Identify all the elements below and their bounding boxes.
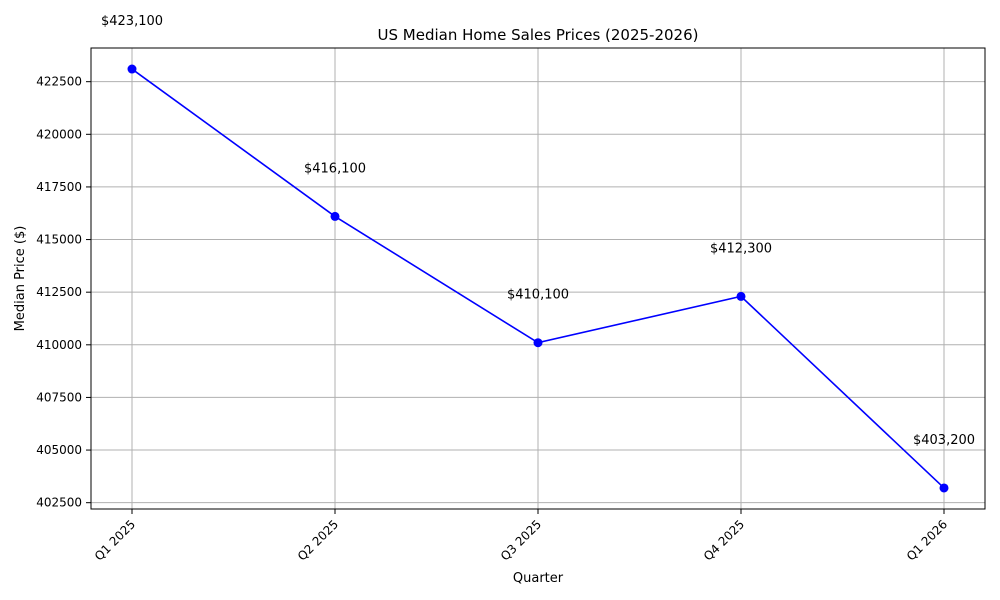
data-label: $416,100: [304, 161, 366, 176]
data-label: $410,100: [507, 288, 569, 303]
y-tick-label: 407500: [36, 390, 82, 404]
y-tick-label: 417500: [36, 180, 82, 194]
y-tick-label: 410000: [36, 338, 82, 352]
x-axis-ticks: Q1 2025 Q2 2025 Q3 2025 Q4 2025 Q1 2026: [92, 509, 950, 563]
data-point: [939, 483, 949, 493]
chart-title: US Median Home Sales Prices (2025-2026): [378, 26, 699, 44]
y-tick-label: 415000: [36, 233, 82, 247]
series: [127, 64, 949, 493]
data-point: [736, 291, 746, 301]
y-tick-label: 420000: [36, 127, 82, 141]
data-labels: $423,100 $416,100 $410,100 $412,300 $403,200: [101, 14, 975, 448]
data-point: [330, 211, 340, 221]
x-axis-title: Quarter: [513, 571, 564, 586]
grid: [91, 48, 985, 509]
y-tick-label: 402500: [36, 496, 82, 510]
data-label: $423,100: [101, 14, 163, 29]
x-tick-label: Q1 2026: [904, 517, 950, 563]
x-tick-label: Q4 2025: [701, 517, 747, 563]
data-label: $412,300: [710, 241, 772, 256]
y-tick-label: 422500: [36, 75, 82, 89]
x-tick-label: Q2 2025: [295, 517, 341, 563]
data-point: [127, 64, 137, 74]
x-tick-label: Q3 2025: [498, 517, 544, 563]
y-tick-label: 405000: [36, 443, 82, 457]
data-point: [533, 338, 543, 348]
data-label: $403,200: [913, 433, 975, 448]
x-tick-label: Q1 2025: [92, 517, 138, 563]
y-axis-title: Median Price ($): [13, 226, 28, 332]
y-axis-ticks: 402500 405000 407500 410000 412500 415000 4175…: [36, 75, 91, 510]
y-tick-label: 412500: [36, 285, 82, 299]
